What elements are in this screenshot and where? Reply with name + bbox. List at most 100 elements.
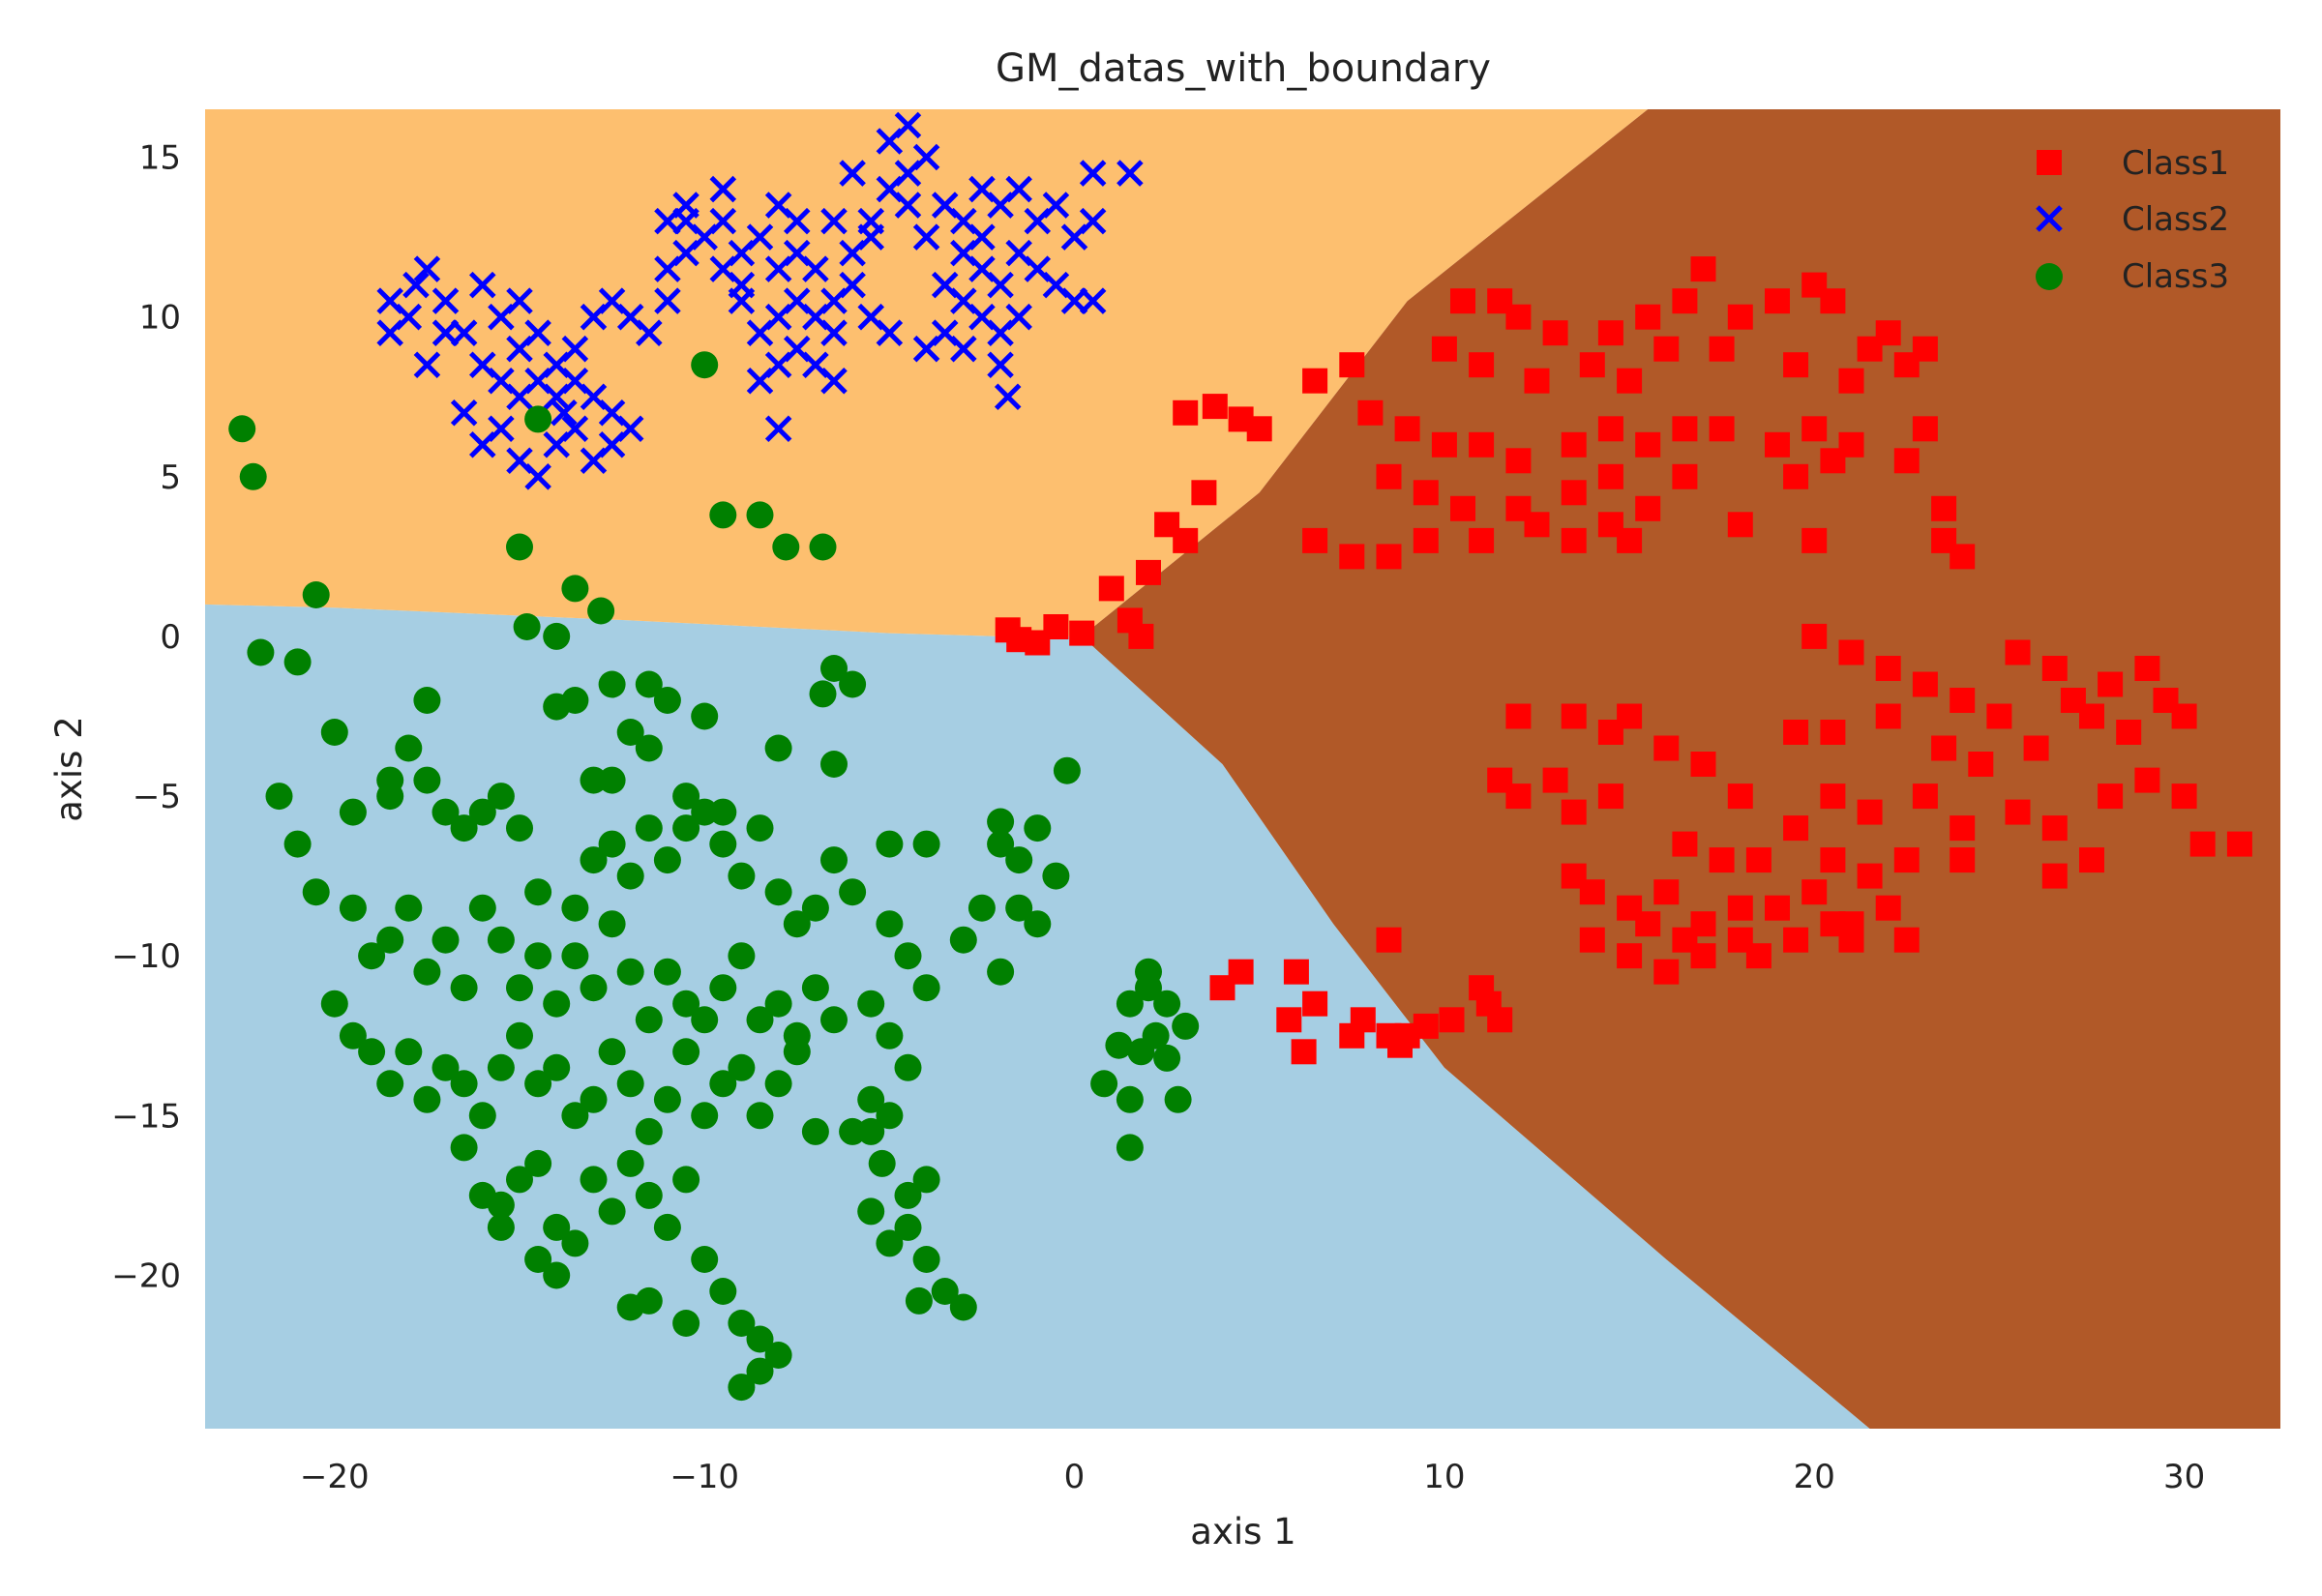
- class1-point: [1291, 1039, 1317, 1065]
- legend-marker-class2: [2036, 205, 2063, 232]
- x-tick-label: 30: [2163, 1458, 2205, 1496]
- class3-point: [487, 1213, 515, 1241]
- class3-point: [709, 974, 737, 1002]
- class3-point: [672, 783, 700, 811]
- class2-point: [746, 319, 774, 346]
- class3-point: [672, 1038, 700, 1066]
- class3-point: [450, 1070, 478, 1098]
- class1-point: [1783, 927, 1809, 953]
- class3-point: [1164, 1085, 1192, 1113]
- class3-point: [672, 1310, 700, 1337]
- chart-title: GM_datas_with_boundary: [996, 46, 1491, 91]
- class3-point: [857, 990, 885, 1018]
- class3-point: [728, 862, 756, 890]
- class2-point: [820, 367, 848, 395]
- class3-point: [691, 351, 719, 379]
- class2-point: [783, 335, 811, 363]
- class1-point: [1617, 703, 1643, 729]
- class2-point: [783, 207, 811, 235]
- class1-point: [1986, 703, 2012, 729]
- class1-point: [1450, 288, 1475, 314]
- scatter-points: [228, 111, 2252, 1402]
- class1-point: [1783, 815, 1809, 842]
- class3-point: [876, 910, 904, 938]
- class1-point: [1597, 320, 1623, 346]
- class3-point: [358, 942, 386, 970]
- class3-point: [468, 1102, 496, 1130]
- class1-point: [2171, 703, 2197, 729]
- class2-point: [820, 207, 848, 235]
- class3-point: [728, 1053, 756, 1081]
- class2-point: [894, 192, 922, 219]
- class3-point: [598, 1038, 626, 1066]
- class3-point: [764, 1342, 792, 1369]
- x-axis-label: axis 1: [1190, 1511, 1295, 1552]
- class1-point: [1765, 895, 1790, 921]
- class1-point: [1542, 767, 1568, 793]
- class1-point: [1376, 463, 1402, 489]
- class3-point: [413, 766, 441, 794]
- class3-point: [283, 830, 312, 858]
- x-tick-label: 0: [1064, 1458, 1086, 1496]
- class1-point: [1653, 879, 1680, 905]
- class1-point: [1783, 720, 1809, 745]
- class3-point: [1172, 1012, 1200, 1040]
- class1-point: [1597, 463, 1623, 489]
- class1-point: [1617, 943, 1643, 969]
- class3-point: [672, 814, 700, 842]
- class1-point: [1635, 304, 1661, 330]
- class1-point: [1893, 847, 1920, 873]
- class1-point: [1413, 480, 1439, 506]
- class1-point: [1302, 990, 1328, 1017]
- class1-point: [1875, 320, 1901, 346]
- class1-point: [1561, 527, 1587, 553]
- class3-point: [1024, 814, 1052, 842]
- class1-point: [1765, 288, 1790, 314]
- class3-point: [635, 814, 663, 842]
- class1-point: [1745, 943, 1771, 969]
- class1-point: [2041, 656, 2068, 681]
- series-class3: [228, 351, 1200, 1402]
- class3-point: [283, 648, 312, 676]
- class3-point: [1105, 1031, 1133, 1059]
- class1-point: [1469, 352, 1495, 378]
- class3-point: [432, 798, 460, 826]
- class3-point: [1135, 958, 1162, 986]
- class1-point: [1635, 911, 1661, 937]
- class2-point: [413, 255, 441, 282]
- class3-point: [487, 1053, 515, 1081]
- class1-point: [1561, 480, 1587, 506]
- class1-point: [1350, 1007, 1376, 1033]
- class3-point: [746, 1357, 774, 1385]
- class1-point: [1912, 783, 1938, 810]
- class1-point: [1765, 431, 1790, 458]
- class2-point: [561, 415, 589, 443]
- class3-point: [672, 1166, 700, 1194]
- class3-point: [857, 1197, 885, 1226]
- class1-point: [2079, 847, 2104, 873]
- class3-point: [450, 974, 478, 1002]
- class3-point: [506, 1021, 533, 1049]
- class3-point: [1116, 990, 1144, 1018]
- class1-point: [1413, 1013, 1439, 1039]
- class3-point: [580, 974, 608, 1002]
- series-class2: [376, 111, 1144, 490]
- class1-point: [1950, 815, 1976, 842]
- class1-point: [1820, 720, 1846, 745]
- class3-point: [543, 1213, 571, 1241]
- class2-point: [1079, 287, 1107, 314]
- class3-point: [265, 783, 293, 811]
- class3-point: [320, 719, 348, 746]
- class3-point: [339, 894, 367, 922]
- series-class1: [995, 256, 2252, 1065]
- class3-point: [395, 894, 423, 922]
- x-tick-label: −10: [670, 1458, 739, 1496]
- class3-point: [820, 846, 848, 874]
- class1-point: [1617, 368, 1643, 394]
- class1-point: [1653, 735, 1680, 761]
- legend-label-class3: Class3: [2122, 257, 2229, 296]
- class3-point: [513, 613, 541, 640]
- class3-point: [339, 798, 367, 826]
- y-tick-label: 0: [160, 618, 181, 657]
- class1-point: [1302, 527, 1328, 553]
